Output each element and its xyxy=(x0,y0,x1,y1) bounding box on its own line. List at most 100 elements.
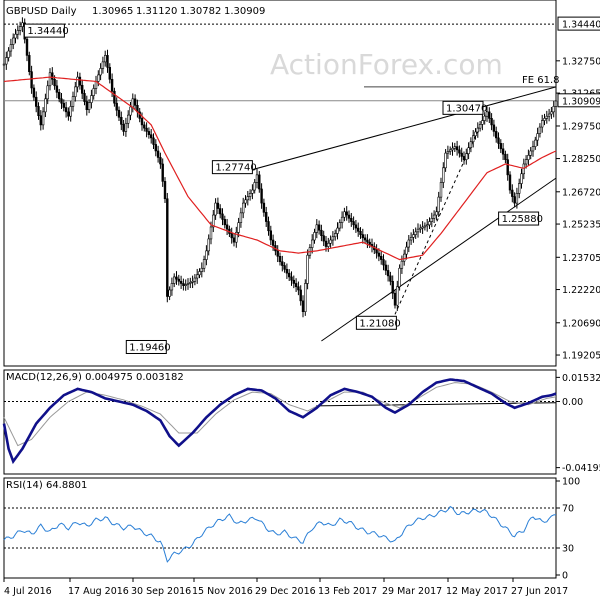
candle-body xyxy=(306,254,309,284)
candle-body xyxy=(198,271,201,276)
candle-body xyxy=(444,152,447,169)
candle-body xyxy=(230,233,233,239)
candle-body xyxy=(242,202,245,214)
candle-body xyxy=(152,137,155,145)
candle-body xyxy=(120,116,123,125)
candle-body xyxy=(271,239,275,246)
candle-body xyxy=(290,276,293,281)
candle-body xyxy=(124,122,128,132)
candle-body xyxy=(292,279,295,284)
candle-body xyxy=(508,174,512,191)
candle-body xyxy=(322,235,325,242)
candle-body xyxy=(108,67,112,80)
candle-body xyxy=(99,68,102,76)
candle-body xyxy=(517,183,521,194)
candle-body xyxy=(205,250,208,260)
candle-body xyxy=(196,274,199,279)
candle-body xyxy=(379,256,383,260)
candle-body xyxy=(368,241,371,245)
candle-body xyxy=(327,242,330,247)
candle-body xyxy=(391,280,394,294)
candle-body xyxy=(375,249,378,254)
candle-body xyxy=(437,196,440,213)
candle-body xyxy=(416,228,420,233)
candle-body xyxy=(239,212,243,223)
candle-body xyxy=(258,174,261,190)
candle-body xyxy=(536,133,539,141)
panel-frame xyxy=(3,477,557,579)
candle-body xyxy=(209,226,213,240)
candle-body xyxy=(133,98,137,106)
candle-body xyxy=(554,100,558,107)
candle-body xyxy=(405,246,408,255)
candle-body xyxy=(527,155,530,160)
candle-body xyxy=(55,85,59,93)
candle-body xyxy=(352,221,355,226)
candle-body xyxy=(297,286,300,291)
candle-body xyxy=(520,173,523,184)
ohlc-low: 1.30782 xyxy=(180,6,221,17)
candle-body xyxy=(354,224,358,229)
candle-body xyxy=(313,232,316,241)
fe-label: FE 61.8 xyxy=(522,75,560,86)
ohlc-close: 1.30909 xyxy=(224,6,265,17)
candle-body xyxy=(458,149,461,154)
candle-body xyxy=(69,106,72,117)
candle-body xyxy=(485,111,489,117)
candle-body xyxy=(428,221,431,226)
candle-body xyxy=(425,224,429,227)
candle-body xyxy=(499,143,502,150)
candle-body xyxy=(175,276,178,280)
candle-body xyxy=(189,282,192,284)
candle-body xyxy=(384,264,387,271)
candle-body xyxy=(409,237,413,241)
candle-body xyxy=(324,240,328,247)
candle-body xyxy=(304,283,307,312)
last-price-tick: 1.30909 xyxy=(562,96,600,107)
candle-body xyxy=(453,146,456,149)
candle-body xyxy=(41,111,45,126)
candle-body xyxy=(469,141,473,149)
candle-body xyxy=(28,55,31,72)
candle-body xyxy=(299,289,302,302)
price-tick: 1.23705 xyxy=(562,253,600,264)
candle-body xyxy=(113,90,116,104)
candle-body xyxy=(32,87,36,98)
candle-body xyxy=(219,208,222,215)
candle-body xyxy=(317,224,321,231)
candle-body xyxy=(320,229,323,236)
macd-tick: 0.015325 xyxy=(562,373,600,384)
candle-body xyxy=(78,76,82,86)
candle-body xyxy=(147,131,151,135)
candle-body xyxy=(235,232,238,243)
candle-body xyxy=(511,189,514,197)
candle-body xyxy=(494,131,498,139)
candle-body xyxy=(60,98,63,104)
candle-body xyxy=(435,211,438,216)
candle-body xyxy=(550,111,553,115)
candle-body xyxy=(462,156,466,160)
candle-body xyxy=(248,193,252,197)
candle-body xyxy=(168,289,171,297)
macd-title: MACD(12,26,9) 0.004975 0.003182 xyxy=(6,372,184,383)
candle-body xyxy=(202,259,206,269)
candle-body xyxy=(481,120,484,125)
candle-body xyxy=(253,182,256,191)
candle-body xyxy=(193,277,197,282)
annotation-box xyxy=(211,160,253,175)
candle-body xyxy=(359,231,362,235)
candle-body xyxy=(338,222,341,229)
candle-body xyxy=(74,86,77,97)
watermark: ActionForex.com xyxy=(270,48,503,81)
x-tick-label: 13 Feb 2017 xyxy=(318,586,377,597)
x-axis: 4 Jul 2016 17 Aug 2016 30 Sep 2016 15 Nov 2… xyxy=(3,578,568,597)
candle-body xyxy=(246,196,249,201)
candle-body xyxy=(476,127,479,133)
candle-body xyxy=(333,233,337,238)
candle-body xyxy=(389,275,392,282)
annotation-box xyxy=(23,23,65,38)
candle-body xyxy=(179,280,183,284)
candle-body xyxy=(225,224,229,230)
candle-body xyxy=(51,72,54,80)
candle-body xyxy=(531,146,535,152)
